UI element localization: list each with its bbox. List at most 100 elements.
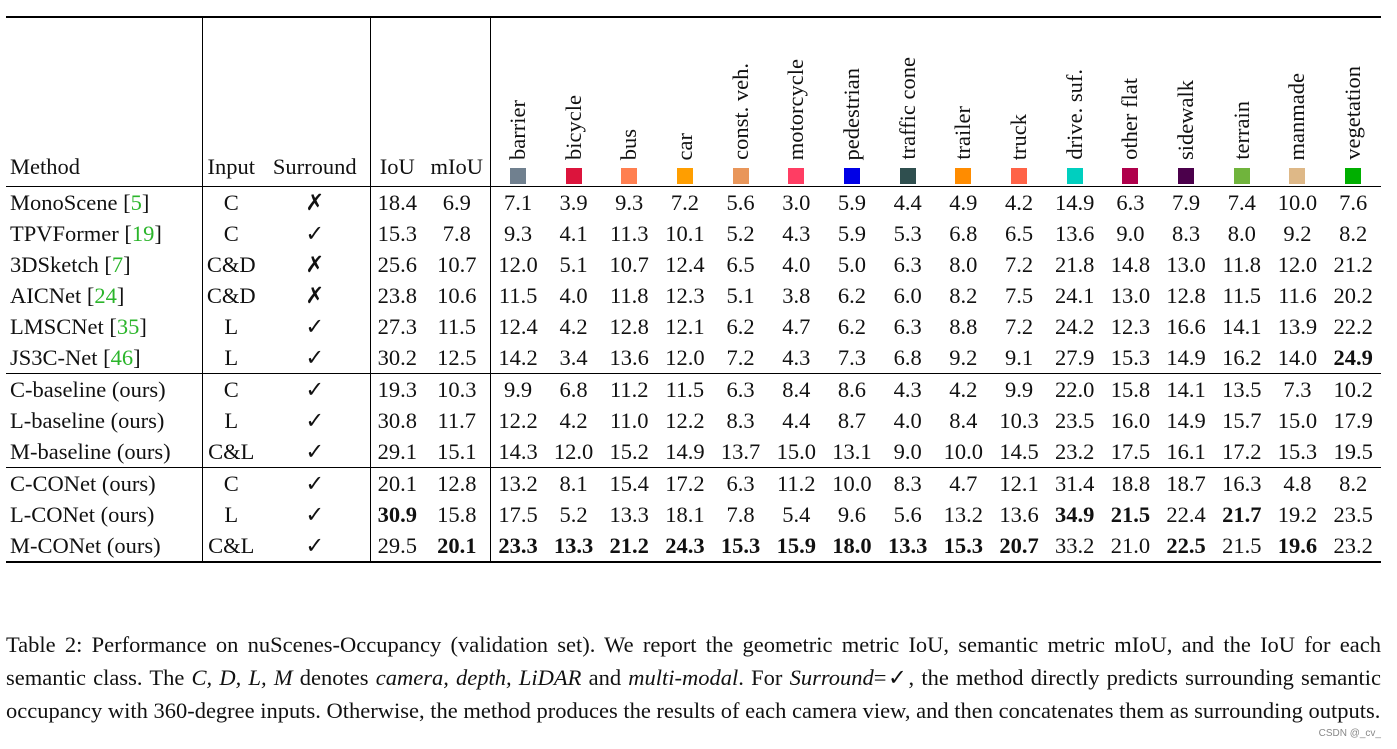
header-class: sidewalk: [1158, 17, 1214, 187]
class-iou-cell: 10.0: [824, 467, 880, 499]
class-iou-cell: 15.4: [601, 467, 658, 499]
header-class: traffic cone: [880, 17, 936, 187]
miou-cell: 12.8: [424, 467, 490, 499]
class-iou-cell: 4.2: [935, 373, 992, 405]
citation-link[interactable]: 46: [110, 345, 134, 370]
method-cell: L-CONet (ours): [6, 499, 202, 530]
class-iou-cell: 8.0: [1227, 221, 1256, 246]
class-iou-cell: 13.3: [553, 533, 594, 558]
class-iou-cell: 19.5: [1333, 439, 1373, 464]
miou-cell: 7.8: [442, 221, 471, 246]
class-iou-cell: 5.0: [837, 252, 867, 277]
class-iou-cell: 14.9: [1166, 345, 1206, 370]
class-label: barrier: [505, 100, 531, 160]
class-iou-cell: 16.6: [1166, 314, 1206, 339]
header-class: bicycle: [546, 17, 602, 187]
class-iou-cell: 16.3: [1213, 467, 1270, 499]
method-name: L-CONet (ours): [10, 502, 155, 527]
class-iou-cell: 4.9: [935, 186, 992, 218]
class-iou-cell: 22.5: [1166, 533, 1206, 558]
class-iou-cell: 13.0: [1166, 252, 1206, 277]
table-row: L-baseline (ours) L ✓ 30.8 11.7 12.2 4.2 11.0 12…: [6, 405, 1381, 436]
class-iou-cell: 13.7: [720, 439, 761, 464]
header-class: const. veh.: [713, 17, 769, 187]
caption-label: Table 2:: [6, 632, 83, 657]
iou-cell: 30.2: [369, 342, 424, 374]
class-iou-cell: 17.2: [657, 467, 713, 499]
watermark: CSDN @_cv_: [1318, 728, 1381, 739]
caption-italic: camera, depth, LiDAR: [375, 665, 582, 690]
class-iou-cell: 22.2: [1333, 314, 1373, 339]
class-iou-cell: 10.7: [609, 252, 649, 277]
class-iou-cell: 8.3: [1172, 221, 1201, 246]
class-iou-cell: 6.0: [893, 283, 922, 308]
table-row: 3DSketch [7] C&D ✗ 25.6 10.7 12.0 5.1 10.7 12.4 6…: [6, 249, 1381, 280]
method-cell: M-CONet (ours): [6, 530, 202, 562]
surround-cell: ✓: [305, 502, 325, 527]
class-iou-cell: 18.8: [1102, 467, 1159, 499]
citation-link[interactable]: 7: [111, 252, 124, 277]
class-iou-cell: 13.6: [609, 345, 649, 370]
citation-link[interactable]: 19: [131, 221, 155, 246]
class-iou-cell: 8.4: [768, 373, 825, 405]
class-iou-cell: 4.2: [559, 314, 588, 339]
header-class: barrier: [489, 17, 546, 187]
class-iou-cell: 13.9: [1277, 314, 1318, 339]
class-iou-cell: 6.3: [893, 314, 922, 339]
citation-link[interactable]: 35: [116, 314, 140, 339]
class-label: terrain: [1228, 101, 1254, 160]
iou-cell: 15.3: [369, 218, 424, 249]
class-iou-cell: 10.0: [1269, 186, 1326, 218]
citation-link[interactable]: 5: [130, 190, 142, 215]
class-iou-cell: 21.2: [609, 533, 649, 558]
class-label: traffic cone: [894, 57, 920, 160]
class-iou-cell: 4.4: [879, 186, 936, 218]
method-cell: M-baseline (ours): [6, 436, 202, 468]
class-iou-cell: 11.3: [609, 221, 649, 246]
class-iou-cell: 20.7: [999, 533, 1039, 558]
class-iou-cell: 4.3: [879, 373, 936, 405]
class-color-swatch: [843, 168, 860, 184]
class-iou-cell: 21.5: [1110, 502, 1151, 527]
class-color-swatch: [1233, 168, 1250, 184]
class-iou-cell: 4.8: [1269, 467, 1326, 499]
class-color-swatch: [1345, 168, 1362, 184]
caption-text: . For: [738, 665, 790, 690]
header-class: other flat: [1103, 17, 1159, 187]
class-iou-cell: 12.2: [489, 405, 546, 436]
header-iou: IoU: [369, 17, 424, 187]
table-row: C-baseline (ours) C ✓ 19.3 10.3 9.9 6.8 11.2 11.…: [6, 373, 1381, 405]
method-name: JS3C-Net: [10, 345, 98, 370]
class-iou-cell: 11.5: [657, 373, 713, 405]
caption-text: denotes: [292, 665, 376, 690]
table-row: C-CONet (ours) C ✓ 20.1 12.8 13.2 8.1 15.4 17.2 6…: [6, 467, 1381, 499]
class-iou-cell: 12.1: [665, 314, 705, 339]
class-iou-cell: 11.5: [1222, 283, 1262, 308]
class-iou-cell: 4.7: [782, 314, 811, 339]
class-iou-cell: 6.2: [837, 314, 867, 339]
header-class: vegetation: [1325, 17, 1381, 187]
class-iou-cell: 7.8: [726, 502, 755, 527]
class-iou-cell: 22.4: [1166, 502, 1206, 527]
class-label: other flat: [1117, 78, 1143, 160]
header-row: Method Input Surround IoU mIoU barrier bi…: [6, 17, 1381, 187]
input-cell: L: [201, 311, 260, 342]
class-iou-cell: 12.1: [991, 467, 1047, 499]
surround-cell: ✗: [305, 252, 325, 277]
surround-cell: ✓: [305, 408, 325, 433]
class-iou-cell: 13.0: [1110, 283, 1151, 308]
miou-cell: 12.5: [437, 345, 477, 370]
class-iou-cell: 5.9: [837, 221, 867, 246]
class-iou-cell: 17.5: [1110, 439, 1151, 464]
class-iou-cell: 7.4: [1213, 186, 1270, 218]
class-iou-cell: 18.1: [665, 502, 705, 527]
class-iou-cell: 15.8: [1102, 373, 1159, 405]
citation-link[interactable]: 24: [94, 283, 117, 308]
class-color-swatch: [955, 168, 972, 184]
class-iou-cell: 12.4: [665, 252, 705, 277]
caption-text: and: [581, 665, 629, 690]
class-iou-cell: 4.0: [559, 283, 588, 308]
iou-cell: 20.1: [369, 467, 424, 499]
class-iou-cell: 24.2: [1055, 314, 1095, 339]
miou-cell: 15.1: [437, 439, 477, 464]
